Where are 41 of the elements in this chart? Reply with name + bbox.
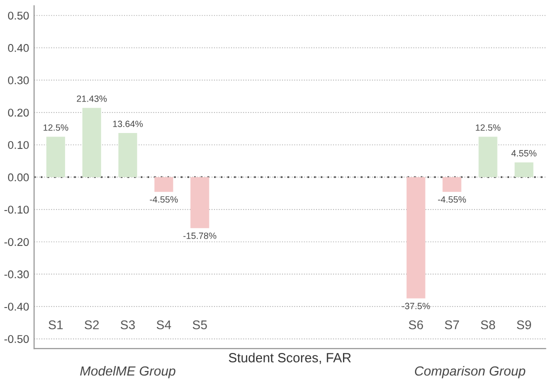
data-label: -4.55% (438, 196, 466, 203)
text: Comparison Group (414, 366, 526, 378)
y-tick-label: 0.30 (8, 76, 29, 84)
y-tick-label: -0.20 (4, 238, 29, 246)
text: ModelME Group (80, 366, 176, 378)
y-tick-label: -0.10 (4, 206, 29, 214)
y-tick-label: 0.10 (8, 141, 29, 149)
bar (154, 177, 174, 192)
bar (46, 136, 66, 178)
x-tick-label: S5 (192, 320, 207, 330)
y-tick-label: 0.40 (8, 44, 29, 52)
data-label: 13.64% (113, 120, 143, 128)
bar (118, 133, 138, 178)
data-label: -15.78% (183, 232, 216, 239)
x-axis-title: Student Scores, FAR (228, 352, 351, 364)
x-tick-label: S1 (48, 320, 63, 330)
y-tick-label: 0.50 (8, 12, 29, 20)
x-tick-label: S7 (444, 320, 459, 330)
y-tick-label: 0.00 (8, 173, 29, 182)
bar (514, 162, 534, 178)
x-tick-label: S6 (408, 320, 424, 330)
bar (190, 177, 210, 228)
data-label: 12.5% (476, 124, 500, 131)
y-tick-label: -0.30 (4, 270, 29, 278)
x-tick-label: S3 (120, 320, 135, 330)
x-tick-label: S2 (84, 320, 99, 330)
data-label: 21.43% (76, 95, 107, 102)
x-tick-label: S4 (156, 320, 172, 330)
x-tick-label: S9 (516, 320, 532, 330)
data-label: -37.5% (402, 302, 430, 310)
data-label: 4.55% (511, 150, 536, 156)
x-tick-label: S8 (480, 320, 496, 330)
y-tick-label: -0.40 (4, 302, 29, 311)
bar (82, 108, 102, 178)
data-label: -4.55% (150, 196, 178, 203)
bar (442, 177, 462, 192)
bar (406, 177, 426, 298)
data-label: 12.5% (44, 124, 68, 131)
y-tick-label: 0.20 (8, 108, 29, 117)
y-tick-label: -0.50 (4, 335, 29, 343)
bar (478, 136, 498, 178)
